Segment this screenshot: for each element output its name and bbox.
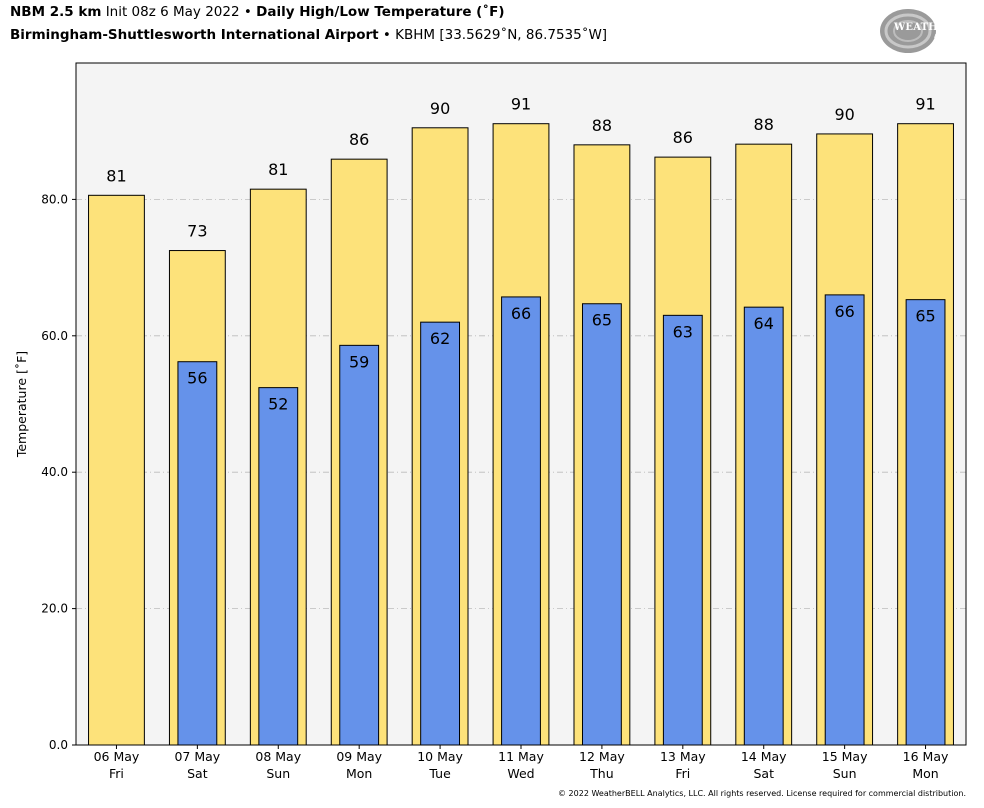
low-value-label: 59 <box>349 352 369 371</box>
low-value-label: 66 <box>511 304 531 323</box>
header-bullet-2: • <box>382 27 391 43</box>
x-tick-label-day: Fri <box>109 766 124 781</box>
low-value-label: 62 <box>430 329 450 348</box>
high-value-label: 91 <box>511 95 531 114</box>
x-tick-label-day: Wed <box>507 766 534 781</box>
high-value-label: 81 <box>106 166 126 185</box>
y-tick-label: 80.0 <box>41 192 68 206</box>
x-tick-label-day: Sat <box>187 766 208 781</box>
y-tick-label: 0.0 <box>49 738 68 752</box>
low-bar <box>420 321 461 746</box>
low-value-label: 66 <box>834 302 854 321</box>
x-tick-label-date: 15 May <box>822 749 868 764</box>
high-value-label: 81 <box>268 160 288 179</box>
y-tick-label: 20.0 <box>41 602 68 616</box>
high-value-label: 90 <box>834 105 854 124</box>
high-bar <box>88 194 145 746</box>
y-axis-label: Temperature [˚F] <box>14 351 29 458</box>
x-tick-label-day: Sun <box>833 766 857 781</box>
high-value-label: 73 <box>187 222 207 241</box>
x-tick-label-day: Thu <box>589 766 613 781</box>
low-bar <box>905 299 946 746</box>
init-time: Init 08z 6 May 2022 <box>105 4 240 20</box>
x-tick-label-date: 13 May <box>660 749 706 764</box>
product-title: Daily High/Low Temperature (˚F) <box>256 4 505 20</box>
x-tick-label-date: 12 May <box>579 749 625 764</box>
logo-subtext: Analytics LLC <box>934 34 968 40</box>
x-tick-label-date: 06 May <box>94 749 140 764</box>
x-tick-label-day: Tue <box>428 766 451 781</box>
low-bar <box>662 314 703 746</box>
low-value-label: 65 <box>592 311 612 330</box>
station-info: KBHM [33.5629˚N, 86.7535˚W] <box>395 27 608 43</box>
low-value-label: 65 <box>915 307 935 326</box>
x-tick-label-date: 07 May <box>174 749 220 764</box>
plot-frame <box>75 62 967 746</box>
low-bar <box>581 303 622 746</box>
x-tick-label-date: 10 May <box>417 749 463 764</box>
high-value-label: 86 <box>349 130 369 149</box>
low-bar <box>824 294 865 746</box>
low-value-label: 56 <box>187 369 207 388</box>
low-bar <box>339 344 380 746</box>
high-value-label: 91 <box>915 95 935 114</box>
y-tick-label: 60.0 <box>41 329 68 343</box>
station-name: Birmingham-Shuttlesworth International A… <box>10 27 379 43</box>
x-tick-label-day: Sun <box>266 766 290 781</box>
model-name: NBM 2.5 km <box>10 4 102 20</box>
x-tick-label-date: 09 May <box>336 749 382 764</box>
high-value-label: 86 <box>673 128 693 147</box>
x-tick-label-day: Sat <box>753 766 774 781</box>
x-tick-label-date: 11 May <box>498 749 544 764</box>
x-tick-label-date: 14 May <box>741 749 787 764</box>
low-bar <box>177 361 218 746</box>
low-bar <box>743 306 784 746</box>
header-bullet: • <box>243 4 252 20</box>
x-tick-label-date: 16 May <box>903 749 949 764</box>
low-value-label: 52 <box>268 395 288 414</box>
low-bar <box>258 387 299 746</box>
logo-wordmark: WEATHERBELL <box>894 22 984 33</box>
chart-header-line2: Birmingham-Shuttlesworth International A… <box>10 27 607 43</box>
high-value-label: 90 <box>430 99 450 118</box>
low-value-label: 63 <box>673 322 693 341</box>
low-value-label: 64 <box>754 314 774 333</box>
x-tick-label-day: Fri <box>675 766 690 781</box>
x-tick-label-day: Mon <box>346 766 372 781</box>
low-bar <box>501 296 541 746</box>
y-tick-label: 40.0 <box>41 465 68 479</box>
x-tick-label-date: 08 May <box>255 749 301 764</box>
high-value-label: 88 <box>592 116 612 135</box>
high-value-label: 88 <box>754 115 774 134</box>
chart-header-line1: NBM 2.5 km Init 08z 6 May 2022 • Daily H… <box>10 4 505 20</box>
x-tick-label-day: Mon <box>912 766 938 781</box>
weatherbell-logo <box>880 9 936 53</box>
copyright-notice: © 2022 WeatherBELL Analytics, LLC. All r… <box>558 789 966 798</box>
